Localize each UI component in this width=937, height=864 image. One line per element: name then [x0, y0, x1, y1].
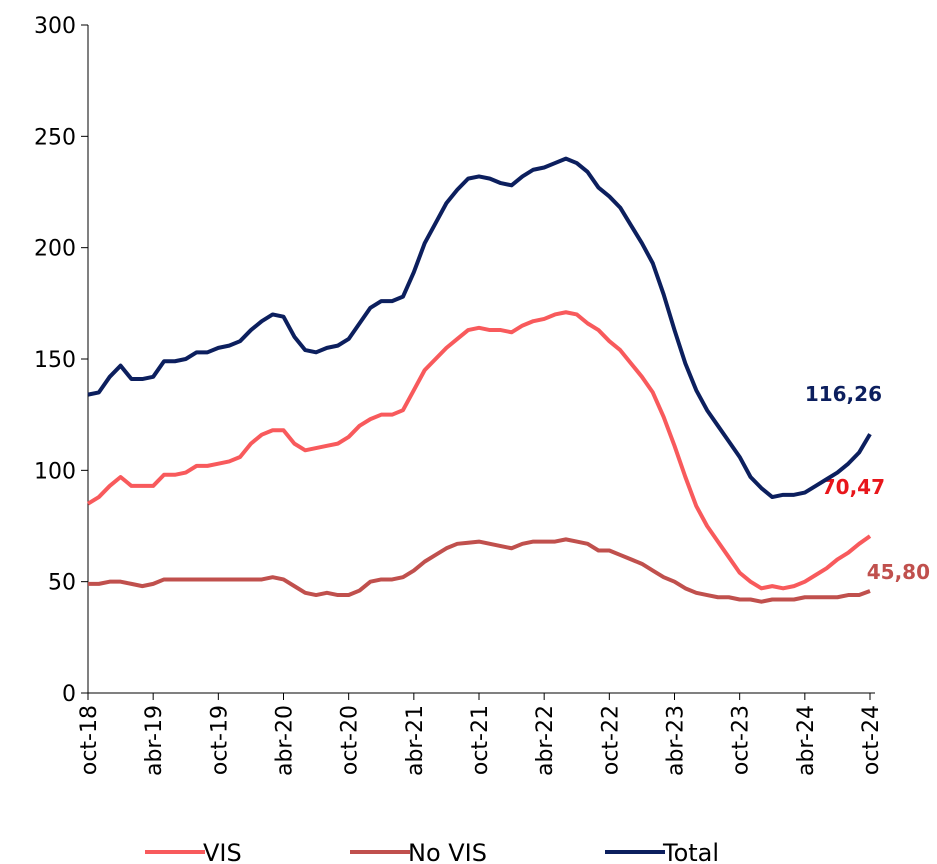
- legend-label: No VIS: [408, 839, 487, 864]
- y-tick-label: 0: [62, 682, 76, 707]
- series-line: [88, 537, 871, 604]
- value-label: 70,47: [822, 475, 885, 499]
- y-tick-label: 100: [34, 459, 76, 484]
- y-tick-label: 200: [34, 237, 76, 262]
- x-tick-label: oct-23: [729, 705, 754, 775]
- y-tick-label: 300: [34, 14, 76, 39]
- value-label: 116,26: [805, 382, 882, 406]
- y-tick-label: 50: [48, 571, 76, 596]
- x-tick-label: oct-24: [859, 705, 884, 775]
- x-tick-label: abr-21: [403, 705, 428, 776]
- x-tick-label: abr-22: [533, 705, 558, 776]
- value-label: 45,80: [867, 560, 930, 584]
- legend-label: VIS: [203, 839, 242, 864]
- legend-label: Total: [662, 839, 719, 864]
- x-tick-label: abr-19: [142, 705, 167, 776]
- x-tick-label: oct-19: [207, 705, 232, 775]
- series-line: [87, 156, 872, 500]
- x-tick-label: oct-20: [338, 705, 363, 775]
- x-tick-label: oct-22: [598, 705, 623, 775]
- x-tick-label: abr-20: [273, 705, 298, 776]
- series-line: [86, 310, 872, 591]
- x-tick-label: oct-18: [77, 705, 102, 775]
- y-tick-label: 150: [34, 348, 76, 373]
- y-tick-label: 250: [34, 125, 76, 150]
- x-tick-label: oct-21: [468, 705, 493, 775]
- x-tick-label: abr-23: [664, 705, 689, 776]
- x-tick-label: abr-24: [794, 705, 819, 776]
